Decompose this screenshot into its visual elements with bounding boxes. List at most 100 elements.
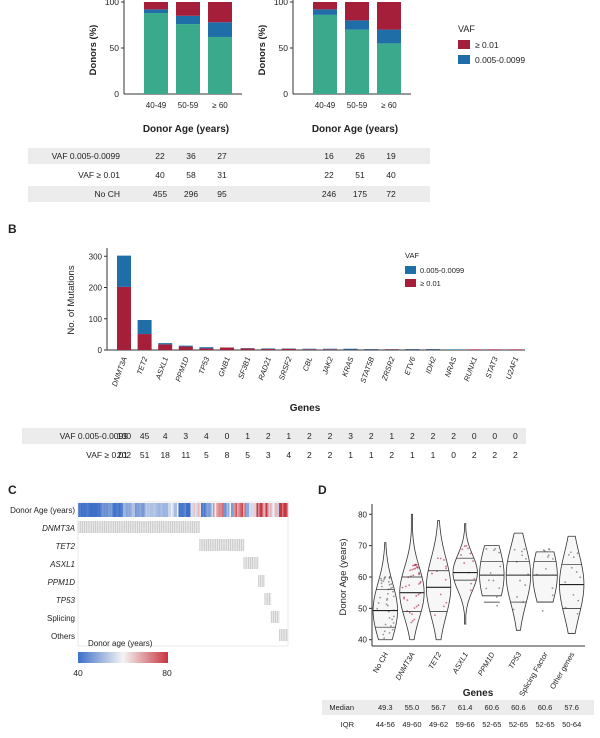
bar-segment-low-vaf xyxy=(302,348,317,350)
age-cell xyxy=(139,503,142,517)
age-cell xyxy=(231,503,233,517)
age-cell xyxy=(255,503,257,517)
data-point xyxy=(485,587,488,590)
age-cell xyxy=(192,503,194,517)
age-cell xyxy=(100,503,103,517)
data-point xyxy=(414,563,416,566)
table-cell: 100 xyxy=(116,431,132,441)
row-label: Others xyxy=(51,632,75,641)
age-cell xyxy=(229,503,232,517)
table-cell: 4 xyxy=(162,431,168,441)
legend-swatch-high-vaf xyxy=(405,279,416,287)
table-cell: 59-66 xyxy=(455,720,475,729)
colorbar-gradient xyxy=(78,652,168,663)
table-cell: 2 xyxy=(430,431,436,441)
y-tick-label: 100 xyxy=(274,0,288,7)
age-cell xyxy=(91,503,94,517)
age-cell xyxy=(141,503,143,517)
table-cell: 60.6 xyxy=(484,703,500,712)
panel-d-violin-chart: 40 50 60 70 80 Donor Age (years) No CH DNMT3A TE… xyxy=(338,504,585,699)
data-point xyxy=(575,571,578,573)
data-point xyxy=(412,574,415,577)
data-point xyxy=(547,556,549,558)
data-point xyxy=(545,567,547,570)
legend-swatch-high-vaf xyxy=(458,40,470,49)
table-row: VAF ≥ 0.01 202 51 18 11 5 8 5 3 4 2 2 1 1 2 1 1 0 2 2 2 xyxy=(22,447,526,463)
table-row: No CH 455 296 95 246 175 72 xyxy=(28,186,430,202)
data-point xyxy=(572,593,575,596)
legend-swatch-low-vaf xyxy=(405,266,416,274)
bar-segment-low-vaf xyxy=(261,348,276,350)
age-cell xyxy=(106,503,109,517)
table-cell: 31 xyxy=(217,170,227,180)
table-cell: 56.7 xyxy=(431,703,446,712)
age-cell xyxy=(82,503,85,517)
y-tick-label: 50 xyxy=(279,43,289,53)
table-cell: 1 xyxy=(410,450,415,460)
table-cell: 0 xyxy=(451,450,456,460)
bar-segment-low-vaf xyxy=(137,320,152,335)
data-point xyxy=(512,608,515,611)
row-label: Median xyxy=(329,703,354,712)
x-tick-label: 40-49 xyxy=(315,101,336,110)
x-tick-label: NRAS xyxy=(443,356,459,379)
data-point xyxy=(419,580,422,583)
panel-c-colorbar: Donor age (years) 40 80 xyxy=(73,639,172,678)
data-point xyxy=(521,550,523,553)
bar-segment xyxy=(377,43,401,94)
data-point xyxy=(489,572,492,574)
data-point xyxy=(418,583,420,585)
data-point xyxy=(408,584,411,587)
legend-label-high-vaf: ≥ 0.01 xyxy=(420,279,441,288)
table-cell: 8 xyxy=(224,450,230,460)
table-cell: 57.6 xyxy=(564,703,579,712)
age-cell xyxy=(270,503,272,517)
data-point xyxy=(436,557,439,560)
table-cell: 16 xyxy=(324,151,334,161)
x-tick-label: No CH xyxy=(371,651,390,675)
age-cell xyxy=(214,503,217,517)
data-point xyxy=(391,618,394,621)
table-cell: 0 xyxy=(224,431,230,441)
data-point xyxy=(403,597,405,600)
age-cell xyxy=(283,503,286,517)
table-cell: 60.6 xyxy=(511,703,526,712)
panel-d-stats-table: Median 49.3 55.0 56.7 61.4 60.6 60.6 60.6 57.6 … xyxy=(322,700,594,734)
x-tick-label: KRAS xyxy=(340,356,355,378)
table-cell: 246 xyxy=(321,189,337,199)
table-cell: 49.3 xyxy=(378,703,393,712)
table-cell: 1 xyxy=(430,450,436,460)
age-cell xyxy=(151,503,154,517)
table-cell: 4 xyxy=(286,450,292,460)
bar-segment xyxy=(208,36,232,94)
x-tick-label: STAT3 xyxy=(484,355,500,380)
table-cell: 18 xyxy=(160,450,170,460)
legend-label-high-vaf: ≥ 0.01 xyxy=(475,40,499,50)
x-tick-label: JAK2 xyxy=(320,355,335,377)
data-point xyxy=(393,615,395,618)
row-label: Donor Age (years) xyxy=(10,506,75,515)
age-cell xyxy=(187,503,190,517)
data-point xyxy=(469,552,472,555)
y-tick-label: 50 xyxy=(358,604,367,613)
data-point xyxy=(443,559,445,561)
age-cell xyxy=(88,503,91,517)
age-cell xyxy=(259,503,262,517)
violin-body xyxy=(372,542,398,641)
data-point xyxy=(415,595,418,597)
x-tick-label: RUNX1 xyxy=(462,356,479,383)
legend-label-low-vaf: 0.005-0.0099 xyxy=(475,55,525,65)
data-point xyxy=(387,580,390,583)
data-point xyxy=(445,565,447,568)
x-tick-label: CBL xyxy=(301,356,314,373)
row-label: VAF 0.005-0.0099 xyxy=(51,151,120,161)
table-cell: 0 xyxy=(513,431,518,441)
table-cell: 51 xyxy=(355,170,365,180)
age-cell xyxy=(211,503,214,517)
data-point xyxy=(541,609,544,612)
bar-segment-low-vaf xyxy=(426,349,440,350)
table-cell: 2 xyxy=(513,450,518,460)
table-cell: 1 xyxy=(348,450,353,460)
age-cell xyxy=(213,503,215,517)
